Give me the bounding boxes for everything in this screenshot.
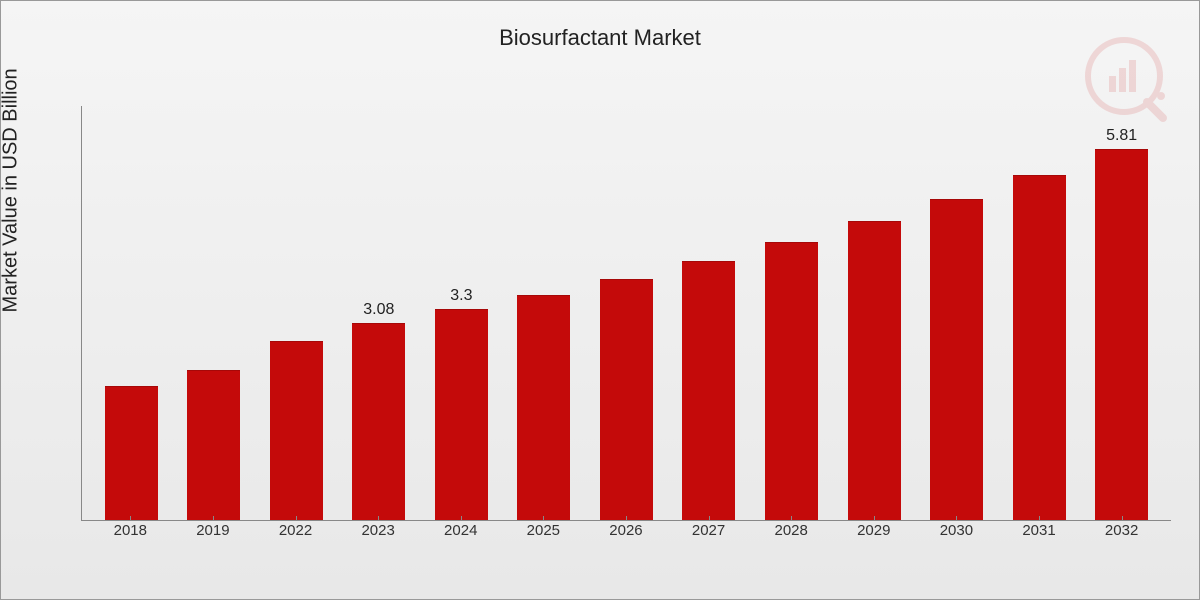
bar-value-label: 3.08 bbox=[363, 301, 394, 319]
x-tick-label: 2028 bbox=[750, 522, 833, 539]
x-tick-label: 2029 bbox=[832, 522, 915, 539]
bar-slot bbox=[915, 106, 998, 520]
bar bbox=[517, 295, 570, 520]
bar-slot bbox=[173, 106, 256, 520]
bar bbox=[1013, 175, 1066, 520]
x-tick-label: 2026 bbox=[585, 522, 668, 539]
bar bbox=[682, 261, 735, 520]
bar bbox=[848, 221, 901, 520]
x-tick-label: 2025 bbox=[502, 522, 585, 539]
x-tick-label: 2027 bbox=[667, 522, 750, 539]
x-tick-label: 2018 bbox=[89, 522, 172, 539]
bar bbox=[1095, 149, 1148, 520]
bar-slot bbox=[668, 106, 751, 520]
y-axis-label: Market Value in USD Billion bbox=[0, 68, 23, 312]
bar-slot bbox=[750, 106, 833, 520]
x-tick-label: 2024 bbox=[419, 522, 502, 539]
bar-value-label: 3.3 bbox=[450, 287, 472, 305]
bar-slot bbox=[503, 106, 586, 520]
bar-slot: 3.08 bbox=[338, 106, 421, 520]
plot-area: 3.08 3.3 5.81 bbox=[81, 106, 1171, 521]
bar-slot: 3.3 bbox=[420, 106, 503, 520]
bar bbox=[187, 370, 240, 520]
bar-slot bbox=[90, 106, 173, 520]
bar bbox=[270, 341, 323, 520]
bar-value-label: 5.81 bbox=[1106, 127, 1137, 145]
x-tick-label: 2022 bbox=[254, 522, 337, 539]
bar bbox=[930, 199, 983, 520]
bar bbox=[352, 323, 405, 520]
bar-slot bbox=[833, 106, 916, 520]
x-tick-label: 2031 bbox=[998, 522, 1081, 539]
x-axis-ticks: 2018201920222023202420252026202720282029… bbox=[81, 522, 1171, 539]
x-tick-label: 2019 bbox=[172, 522, 255, 539]
bar-slot bbox=[255, 106, 338, 520]
bar bbox=[435, 309, 488, 520]
x-tick-label: 2030 bbox=[915, 522, 998, 539]
chart-title: Biosurfactant Market bbox=[1, 25, 1199, 51]
bar bbox=[105, 386, 158, 520]
bars-container: 3.08 3.3 5.81 bbox=[82, 106, 1171, 520]
bar-slot bbox=[998, 106, 1081, 520]
x-tick-label: 2023 bbox=[337, 522, 420, 539]
bar-slot bbox=[585, 106, 668, 520]
bar bbox=[600, 279, 653, 520]
x-tick-label: 2032 bbox=[1080, 522, 1163, 539]
bar bbox=[765, 242, 818, 520]
bar-slot: 5.81 bbox=[1080, 106, 1163, 520]
